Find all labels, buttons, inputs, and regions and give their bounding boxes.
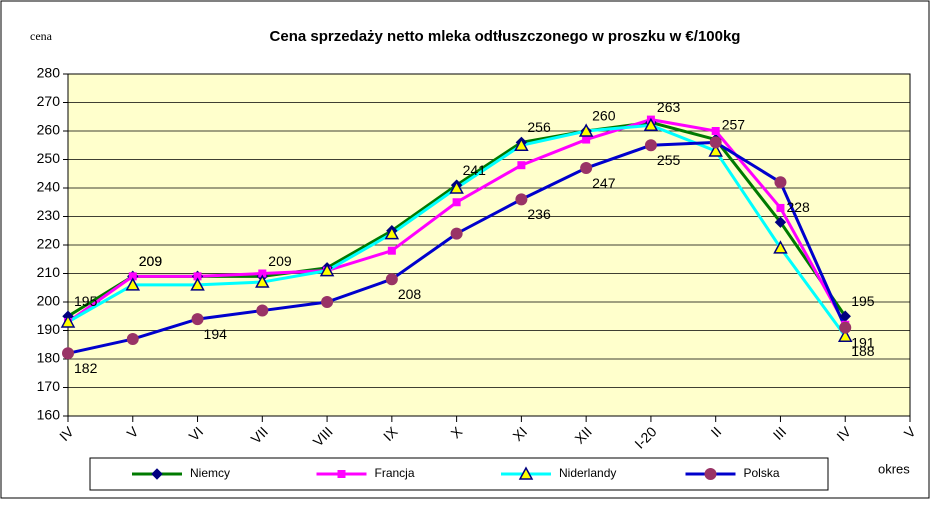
data-point bbox=[452, 198, 461, 207]
y-tick-label: 240 bbox=[37, 179, 61, 195]
y-tick-label: 260 bbox=[37, 122, 61, 138]
data-point bbox=[385, 273, 398, 286]
data-point bbox=[126, 333, 139, 346]
data-label: 209 bbox=[139, 253, 163, 269]
data-label: 195 bbox=[74, 293, 98, 309]
legend-marker bbox=[337, 470, 346, 478]
data-label: 195 bbox=[851, 293, 875, 309]
data-point bbox=[255, 274, 270, 288]
data-point bbox=[384, 226, 400, 240]
data-point bbox=[517, 161, 526, 170]
data-point bbox=[644, 139, 657, 152]
y-tick-label: 200 bbox=[37, 293, 61, 309]
data-point bbox=[193, 272, 202, 281]
data-point bbox=[321, 296, 334, 308]
y-tick-label: 190 bbox=[37, 321, 61, 337]
y-axis-label: cena bbox=[30, 29, 53, 43]
data-point bbox=[708, 143, 723, 157]
data-point bbox=[128, 272, 137, 281]
data-point bbox=[449, 180, 464, 194]
chart-title: Cena sprzedaży netto mleka odtłuszczoneg… bbox=[270, 28, 741, 45]
data-point bbox=[387, 246, 396, 255]
data-label: 209 bbox=[268, 253, 292, 269]
legend-label: Francja bbox=[375, 466, 415, 480]
data-point bbox=[643, 117, 659, 132]
data-point bbox=[774, 176, 787, 189]
y-tick-label: 220 bbox=[37, 236, 61, 252]
y-tick-label: 160 bbox=[37, 407, 61, 423]
data-point bbox=[773, 240, 788, 254]
data-point bbox=[191, 313, 204, 326]
data-label: 191 bbox=[851, 334, 875, 350]
legend-label: Polska bbox=[744, 466, 780, 480]
data-label: 260 bbox=[592, 108, 616, 124]
data-point bbox=[60, 314, 76, 328]
data-point bbox=[125, 277, 141, 291]
data-point bbox=[580, 162, 593, 175]
data-label: 257 bbox=[722, 116, 746, 132]
data-point bbox=[711, 127, 720, 135]
data-label: 194 bbox=[204, 326, 228, 342]
data-point bbox=[62, 347, 74, 360]
data-label: 182 bbox=[74, 360, 98, 376]
data-point bbox=[839, 321, 852, 334]
data-point bbox=[709, 136, 722, 149]
legend-marker bbox=[518, 466, 534, 480]
data-point bbox=[514, 137, 529, 151]
data-point bbox=[256, 304, 269, 317]
data-label: 247 bbox=[592, 175, 616, 191]
data-label: 188 bbox=[851, 343, 875, 359]
legend-label: Niderlandy bbox=[559, 466, 616, 480]
data-label: 256 bbox=[527, 119, 551, 135]
y-tick-label: 210 bbox=[37, 264, 61, 280]
data-label: 228 bbox=[786, 199, 810, 215]
data-point bbox=[582, 135, 591, 144]
data-label: 208 bbox=[398, 286, 422, 302]
data-point bbox=[578, 123, 594, 137]
data-label: 241 bbox=[463, 162, 487, 178]
data-point bbox=[837, 328, 853, 342]
legend-marker bbox=[151, 468, 163, 480]
data-point bbox=[450, 227, 463, 240]
y-tick-label: 230 bbox=[37, 207, 61, 223]
data-point bbox=[776, 203, 785, 212]
y-tick-label: 180 bbox=[37, 350, 61, 366]
data-label: 236 bbox=[527, 206, 551, 222]
legend-marker bbox=[704, 468, 717, 480]
data-label: 209 bbox=[139, 253, 163, 269]
data-point bbox=[258, 269, 267, 278]
data-point bbox=[319, 263, 335, 277]
x-axis-label: okres bbox=[878, 461, 910, 476]
y-tick-label: 170 bbox=[37, 378, 61, 394]
y-tick-label: 280 bbox=[37, 65, 61, 81]
data-point bbox=[190, 277, 205, 291]
data-point bbox=[774, 216, 787, 228]
data-point bbox=[515, 193, 528, 206]
y-tick-label: 270 bbox=[37, 93, 61, 109]
data-label: 263 bbox=[657, 99, 681, 115]
legend-label: Niemcy bbox=[190, 466, 230, 480]
data-label: 255 bbox=[657, 152, 681, 168]
y-tick-label: 250 bbox=[37, 150, 61, 166]
